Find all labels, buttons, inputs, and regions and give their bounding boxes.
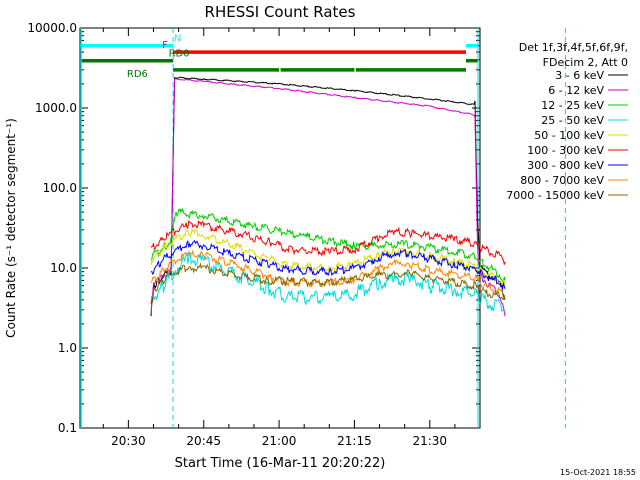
status-bar-label: F bbox=[162, 40, 168, 51]
series-line bbox=[150, 76, 506, 317]
render-timestamp: 15-Oct-2021 18:55 bbox=[560, 468, 636, 477]
y-tick-label: 10000.0 bbox=[27, 21, 77, 35]
status-bar-label: N bbox=[174, 34, 181, 45]
legend: Det 1f,3f,4f,5f,6f,9f, FDecim 2, Att 03 -… bbox=[506, 41, 628, 202]
series-line bbox=[150, 251, 506, 313]
x-axis-label: Start Time (16-Mar-11 20:20:22) bbox=[175, 456, 386, 471]
legend-label: 25 - 50 keV bbox=[541, 114, 604, 127]
x-tick-label: 20:30 bbox=[111, 434, 146, 448]
axis-ticks: 20:30 20:45 21:00 21:15 21:30 0.1 1.0 10.0 100.0… bbox=[27, 21, 481, 448]
legend-label: 7000 - 15000 keV bbox=[506, 189, 604, 202]
y-tick-label: 1000.0 bbox=[35, 101, 77, 115]
legend-label: 800 - 7000 keV bbox=[520, 174, 604, 187]
x-tick-label: 21:00 bbox=[262, 434, 297, 448]
legend-header: Det 1f,3f,4f,5f,6f,9f, bbox=[519, 41, 628, 54]
x-tick-label: 20:45 bbox=[186, 434, 221, 448]
status-bar-label: RD0 bbox=[169, 49, 190, 60]
series-line bbox=[150, 249, 506, 297]
status-bar-label: RD6 bbox=[127, 69, 148, 80]
series-line bbox=[150, 219, 506, 265]
legend-label: 100 - 300 keV bbox=[527, 144, 604, 157]
legend-label: 50 - 100 keV bbox=[534, 129, 604, 142]
series-line bbox=[150, 262, 506, 313]
legend-label: 12 - 25 keV bbox=[541, 99, 604, 112]
legend-label: 3 - 6 keV bbox=[555, 69, 604, 82]
legend-label: 300 - 800 keV bbox=[527, 159, 604, 172]
series-line bbox=[150, 78, 506, 317]
x-tick-label: 21:15 bbox=[337, 434, 372, 448]
series-line bbox=[150, 227, 506, 286]
legend-header: FDecim 2, Att 0 bbox=[543, 56, 628, 69]
y-tick-label: 1.0 bbox=[58, 341, 77, 355]
y-tick-label: 0.1 bbox=[58, 421, 77, 435]
legend-label: 6 - 12 keV bbox=[548, 84, 604, 97]
series-line bbox=[150, 239, 506, 290]
y-tick-label: 10.0 bbox=[50, 261, 77, 275]
y-tick-label: 100.0 bbox=[43, 181, 77, 195]
chart-title: RHESSI Count Rates bbox=[205, 3, 356, 21]
series-line bbox=[150, 207, 506, 284]
x-tick-label: 21:30 bbox=[412, 434, 447, 448]
series-lines bbox=[150, 76, 506, 317]
plot-frame bbox=[79, 27, 481, 429]
y-axis-label: Count Rate (s⁻¹ detector segment⁻¹) bbox=[4, 118, 18, 338]
